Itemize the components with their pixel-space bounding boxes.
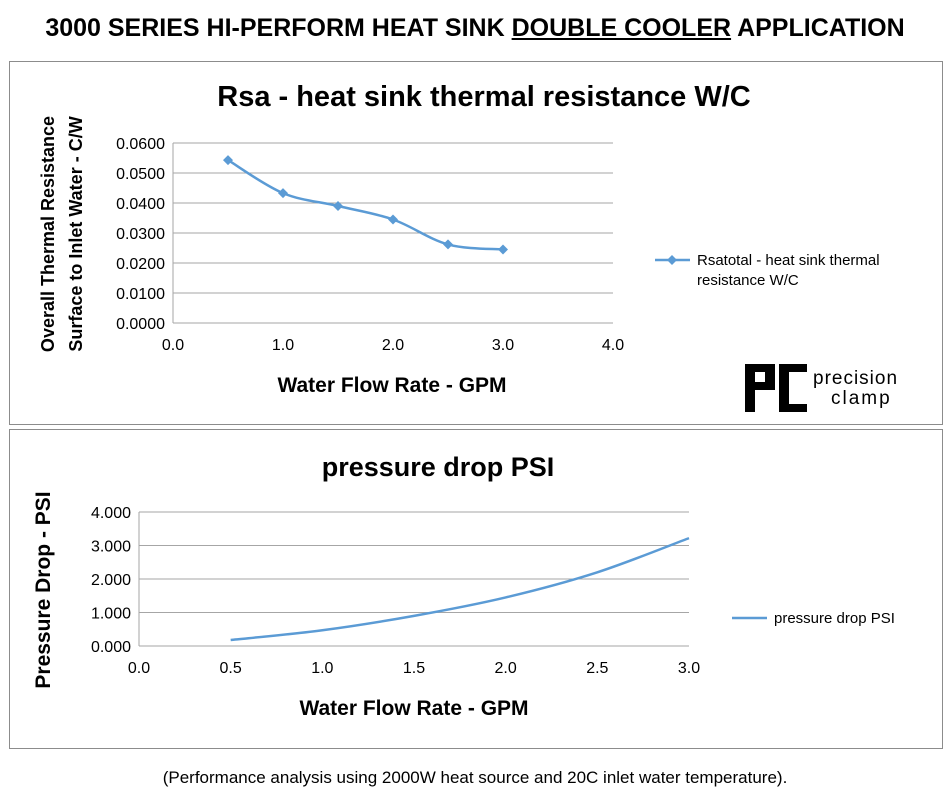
x-tick-label: 3.0	[678, 660, 700, 677]
y-tick-label: 0.0600	[116, 136, 165, 153]
series-line	[227, 159, 504, 251]
y-tick-label: 2.000	[91, 572, 131, 589]
footer-note: (Performance analysis using 2000W heat s…	[162, 768, 788, 787]
logo-p-mark	[745, 364, 775, 412]
y-axis-label: Surface to Inlet Water - C/W	[66, 116, 86, 351]
y-tick-label: 4.000	[91, 505, 131, 522]
data-point	[223, 155, 233, 166]
y-axis-label: Overall Thermal Resistance	[38, 116, 58, 352]
y-tick-label: 0.0000	[116, 316, 165, 333]
data-point	[388, 214, 398, 225]
x-tick-label: 1.5	[403, 660, 425, 677]
chart-title: pressure drop PSI	[322, 452, 555, 482]
x-tick-label: 2.0	[382, 337, 404, 354]
data-point	[443, 239, 453, 250]
x-tick-label: 1.0	[311, 660, 333, 677]
x-tick-label: 1.0	[272, 337, 294, 354]
y-axis-label: Pressure Drop - PSI	[32, 491, 55, 688]
y-tick-label: 0.0200	[116, 256, 165, 273]
data-point	[333, 201, 343, 211]
legend-label: pressure drop PSI	[774, 610, 895, 627]
chart-title: Rsa - heat sink thermal resistance W/C	[217, 81, 751, 113]
thermal-resistance-chart: Rsa - heat sink thermal resistance W/C 0.…	[38, 81, 898, 412]
page-title: 3000 SERIES HI-PERFORM HEAT SINK DOUBLE …	[45, 14, 905, 42]
thermal-resistance-chart-panel: Rsa - heat sink thermal resistance W/C 0.…	[9, 61, 943, 425]
pressure-drop-chart-panel: pressure drop PSI 0.000 1.000 2.000 3.000 4.0…	[9, 429, 943, 749]
x-tick-label: 0.0	[128, 660, 150, 677]
logo-text-clamp: clamp	[831, 388, 892, 409]
x-tick-label: 4.0	[602, 337, 624, 354]
logo-text-precision: precision	[813, 368, 898, 389]
y-tick-label: 0.0500	[116, 166, 165, 183]
y-tick-label: 0.0100	[116, 286, 165, 303]
x-tick-label: 0.0	[162, 337, 184, 354]
y-tick-label: 0.0300	[116, 226, 165, 243]
legend-label: Rsatotal - heat sink thermal resistance W…	[697, 252, 880, 289]
pressure-drop-chart: pressure drop PSI 0.000 1.000 2.000 3.000 4.0…	[32, 452, 895, 720]
x-tick-label: 0.5	[220, 660, 242, 677]
y-tick-label: 0.000	[91, 639, 131, 656]
y-tick-label: 1.000	[91, 606, 131, 623]
data-point	[278, 188, 288, 199]
x-tick-label: 2.5	[586, 660, 608, 677]
y-tick-label: 3.000	[91, 539, 131, 556]
logo-c-mark	[779, 364, 807, 412]
x-tick-label: 3.0	[492, 337, 514, 354]
x-axis-label: Water Flow Rate - GPM	[277, 374, 506, 397]
y-tick-label: 0.0400	[116, 196, 165, 213]
x-axis-label: Water Flow Rate - GPM	[299, 697, 528, 720]
data-point	[498, 244, 508, 255]
legend-marker	[667, 255, 677, 265]
x-tick-label: 2.0	[495, 660, 517, 677]
series-line	[230, 536, 690, 642]
